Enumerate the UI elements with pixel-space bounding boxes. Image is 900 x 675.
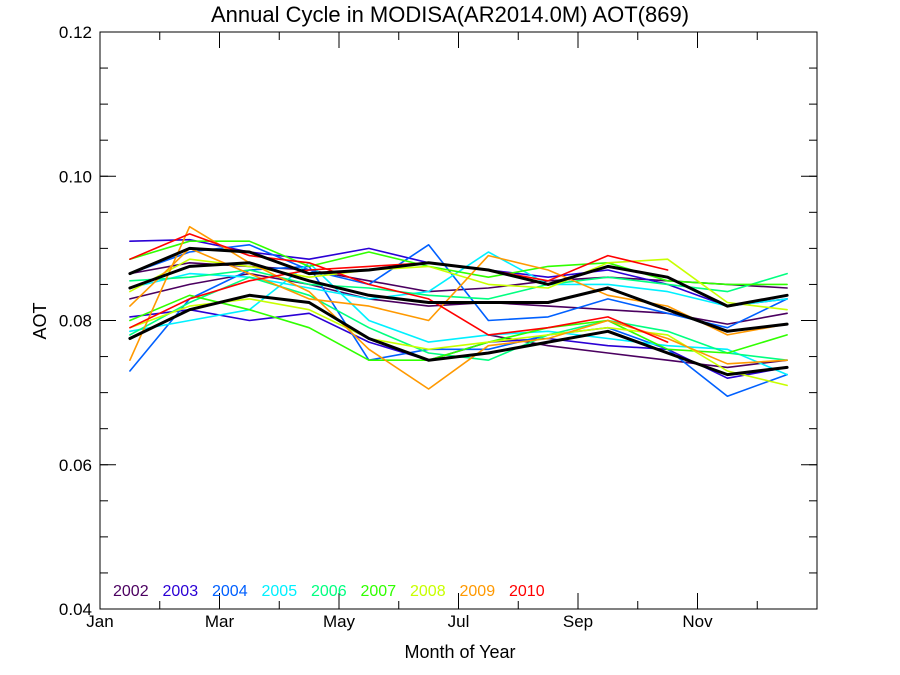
y-tick-label: 0.04 bbox=[59, 600, 92, 619]
legend-entry-2003: 2003 bbox=[163, 583, 199, 600]
y-tick-label: 0.10 bbox=[59, 167, 92, 186]
x-tick-label: Sep bbox=[563, 612, 593, 631]
series-line-2010 bbox=[129, 233, 669, 343]
legend-entry-2002: 2002 bbox=[113, 583, 149, 600]
series-layer bbox=[129, 225, 788, 397]
series-line-2010 bbox=[129, 254, 669, 329]
mean-line-20 bbox=[128, 261, 789, 333]
mean-line-21 bbox=[128, 293, 789, 377]
legend-entry-2010: 2010 bbox=[509, 583, 545, 600]
chart-title: Annual Cycle in MODISA(AR2014.0M) AOT(86… bbox=[211, 2, 689, 27]
x-tick-label: Jul bbox=[448, 612, 470, 631]
series-line-2004 bbox=[129, 244, 788, 329]
series-line-2006 bbox=[129, 269, 788, 300]
series-line-2009 bbox=[129, 225, 788, 390]
x-tick-label: Jan bbox=[86, 612, 113, 631]
legend-entry-2004: 2004 bbox=[212, 583, 248, 600]
x-axis-label: Month of Year bbox=[404, 642, 515, 662]
mean-line-19 bbox=[128, 246, 789, 308]
mean-lines-layer bbox=[128, 246, 789, 377]
series-line-2005 bbox=[129, 262, 788, 376]
x-tick-label: Mar bbox=[205, 612, 235, 631]
legend-entry-2006: 2006 bbox=[311, 583, 347, 600]
series-line-2005 bbox=[129, 251, 788, 307]
y-tick-label: 0.06 bbox=[59, 456, 92, 475]
legend-entry-2008: 2008 bbox=[410, 583, 446, 600]
series-line-2007 bbox=[129, 294, 788, 361]
series-line-2008 bbox=[129, 258, 788, 311]
series-line-2008 bbox=[129, 298, 788, 387]
y-tick-label: 0.08 bbox=[59, 312, 92, 331]
series-line-2009 bbox=[129, 247, 788, 336]
legend-entry-2009: 2009 bbox=[460, 583, 496, 600]
y-tick-label: 0.12 bbox=[59, 23, 92, 42]
x-tick-label: Nov bbox=[682, 612, 713, 631]
legend: 2002 2003 2004 2005 2006 2007 2008 2009 2010 bbox=[113, 583, 545, 600]
x-tick-label: May bbox=[323, 612, 356, 631]
ticks: 0.04 0.06 0.08 0.10 0.12 Jan Mar May Jul Sep Nov bbox=[59, 23, 818, 631]
y-axis-label: AOT bbox=[30, 302, 50, 339]
legend-entry-2007: 2007 bbox=[361, 583, 397, 600]
legend-entry-2005: 2005 bbox=[262, 583, 298, 600]
